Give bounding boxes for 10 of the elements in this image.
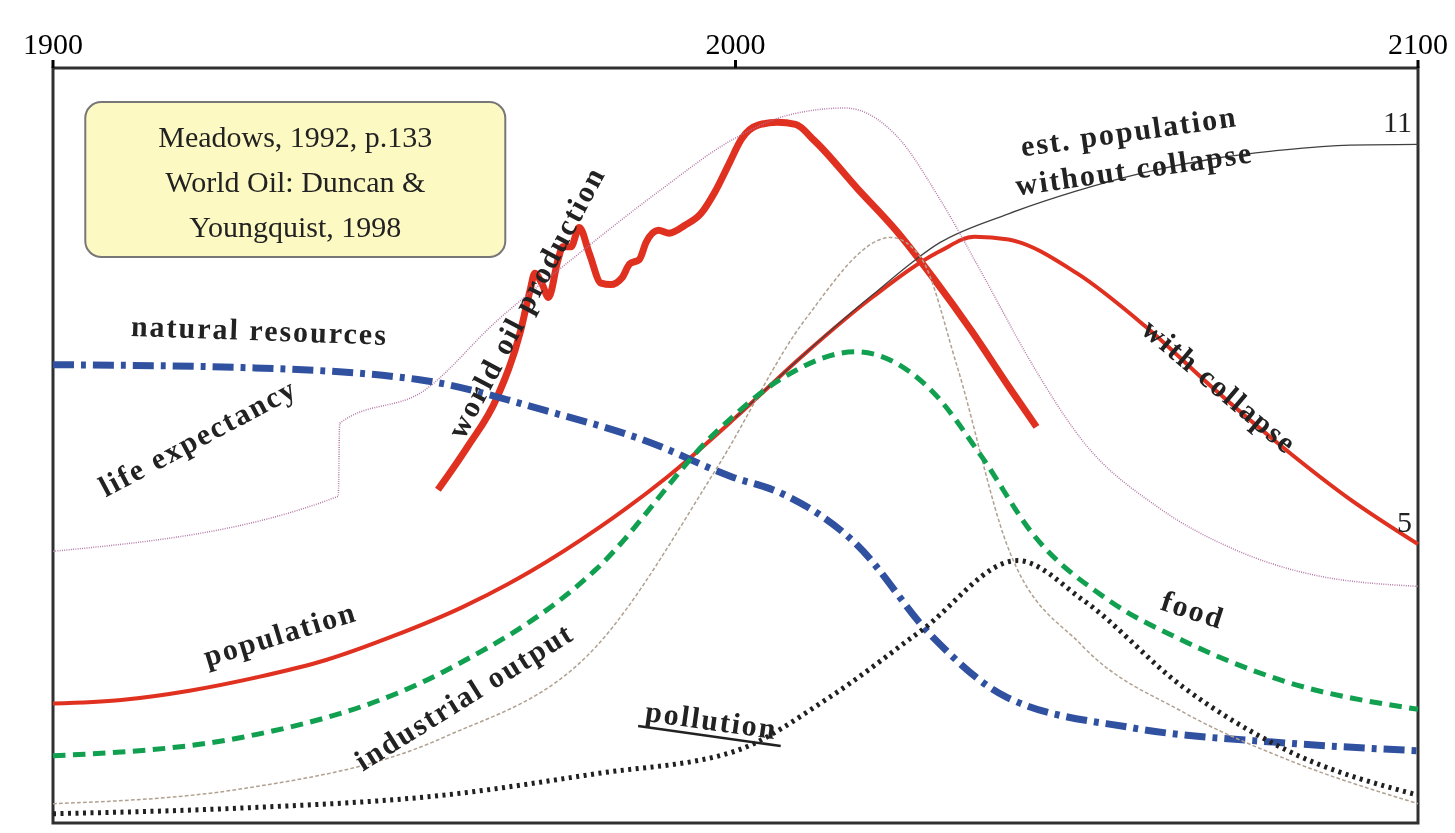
annotation: 11: [1383, 105, 1412, 139]
x-tick-label: 1900: [23, 27, 83, 60]
x-tick-label: 2000: [705, 27, 766, 60]
annotation: 5: [1397, 505, 1412, 539]
annotation: Meadows, 1992, p.133 World Oil: Duncan & Youngquist, 1998: [158, 120, 433, 243]
text: pollution: [643, 694, 780, 746]
series-label: natural resources: [130, 308, 389, 351]
text: food: [1157, 583, 1230, 635]
x-tick-label: 2100: [1388, 27, 1448, 60]
text: est. population without collapse: [1013, 99, 1256, 202]
